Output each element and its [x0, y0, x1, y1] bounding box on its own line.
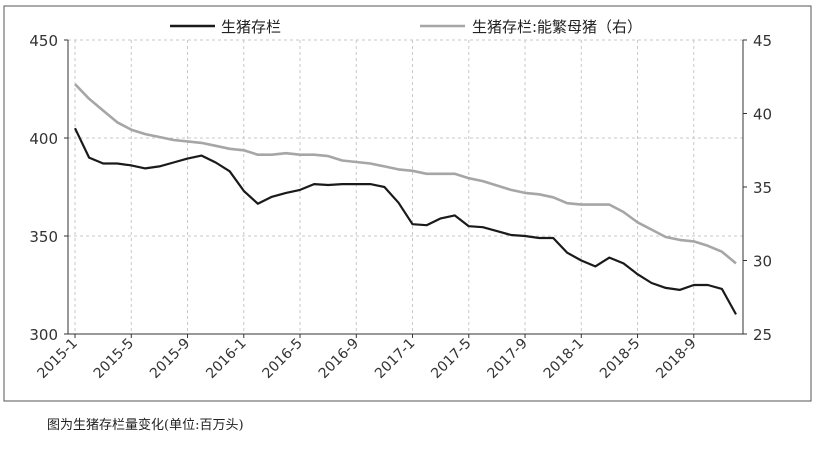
x-tick-label: 2018-5 [597, 336, 643, 382]
x-tick-label: 2016-5 [259, 336, 305, 382]
x-tick-label: 2017-5 [428, 336, 474, 382]
series-lines [74, 83, 737, 315]
x-tick-label: 2017-1 [372, 336, 418, 382]
y-right-tick-label: 45 [753, 32, 772, 50]
y-left-tick-label: 300 [29, 326, 58, 344]
y-left-tick-label: 350 [29, 228, 58, 246]
legend: 生猪存栏 生猪存栏:能繁母猪（右） [170, 18, 642, 36]
y-left-tick-label: 400 [29, 130, 58, 148]
y-right-tick-label: 30 [753, 253, 772, 271]
y-right-tick-label: 35 [753, 179, 772, 197]
x-tick-label: 2015-5 [91, 336, 137, 382]
x-tick-label: 2018-1 [541, 336, 587, 382]
series-line-2 [74, 83, 737, 265]
y-right-tick-label: 25 [753, 326, 772, 344]
x-tick-label: 2015-9 [147, 336, 193, 382]
y-left-tick-label: 450 [29, 32, 58, 50]
chart-frame [3, 5, 812, 402]
x-tick-label: 2016-9 [316, 336, 362, 382]
x-tick-label: 2018-9 [653, 336, 699, 382]
y-right-tick-label: 40 [753, 106, 772, 124]
series-line-1 [74, 127, 737, 315]
grid [68, 39, 743, 334]
figure-caption: 图为生猪存栏量变化(单位:百万头) [47, 418, 244, 433]
legend-label-series-1: 生猪存栏 [221, 18, 281, 36]
x-tick-label: 2016-1 [203, 336, 249, 382]
x-tick-label: 2017-9 [484, 336, 530, 382]
legend-label-series-2: 生猪存栏:能繁母猪（右） [472, 18, 642, 36]
